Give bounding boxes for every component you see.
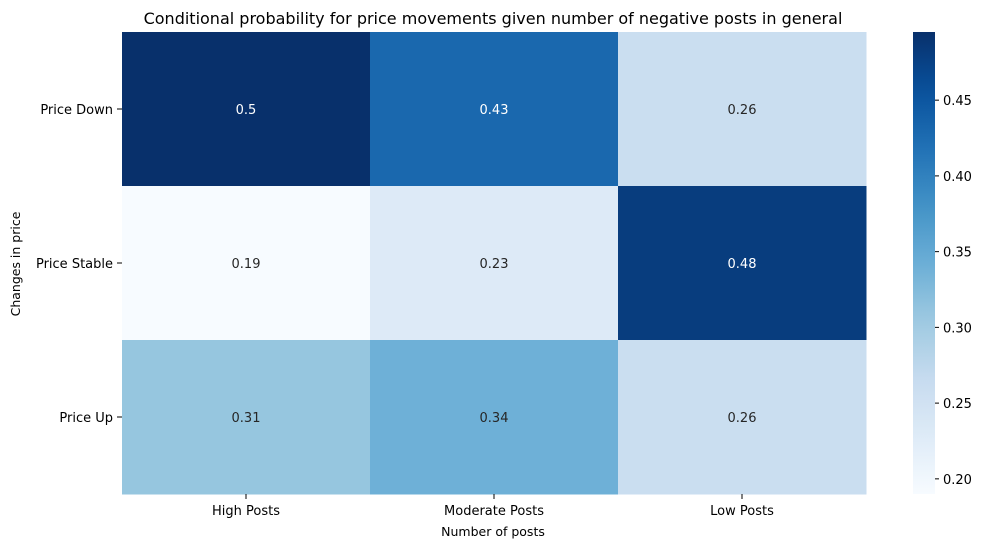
heatmap-cell	[122, 32, 371, 187]
colorbar-tick-label: 0.30	[943, 321, 972, 336]
x-tick-label: Moderate Posts	[444, 504, 544, 519]
cell-value-label: 0.5	[236, 103, 257, 118]
colorbar-tick-label: 0.20	[943, 473, 972, 488]
cell-value-label: 0.23	[480, 257, 509, 272]
chart-title: Conditional probability for price moveme…	[144, 9, 843, 28]
cell-value-label: 0.26	[728, 411, 757, 426]
heatmap-cell	[122, 340, 371, 495]
colorbar-tick-label: 0.45	[943, 94, 972, 109]
heatmap-cell	[370, 186, 619, 341]
heatmap-cell	[618, 340, 867, 495]
x-tick-label: Low Posts	[710, 504, 774, 519]
heatmap-cell	[370, 32, 619, 187]
cell-value-label: 0.19	[232, 257, 261, 272]
y-axis-label: Changes in price	[8, 211, 23, 316]
colorbar-tick-label: 0.40	[943, 170, 972, 185]
cell-value-label: 0.43	[480, 103, 509, 118]
y-tick-label: Price Down	[40, 103, 113, 118]
x-axis: High Posts Moderate Posts Low Posts	[212, 494, 774, 519]
colorbar-gradient	[913, 32, 935, 494]
y-axis: Price Down Price Stable Price Up	[36, 103, 122, 426]
colorbar-tick-label: 0.35	[943, 246, 972, 261]
x-axis-label: Number of posts	[441, 524, 545, 539]
colorbar: 0.20 0.25 0.30 0.35 0.40 0.45	[913, 32, 972, 494]
heatmap-cell	[370, 340, 619, 495]
heatmap-cell	[618, 186, 867, 341]
colorbar-tick-label: 0.25	[943, 397, 972, 412]
y-tick-label: Price Up	[59, 411, 113, 426]
cell-value-label: 0.31	[232, 411, 261, 426]
heatmap-cell	[122, 186, 371, 341]
x-tick-label: High Posts	[212, 504, 280, 519]
heatmap-cells: 0.5 0.43 0.26 0.19 0.23 0.48 0.31 0.34 0.26	[122, 32, 867, 495]
cell-value-label: 0.48	[728, 257, 757, 272]
cell-value-label: 0.26	[728, 103, 757, 118]
cell-value-label: 0.34	[480, 411, 509, 426]
y-tick-label: Price Stable	[36, 257, 113, 272]
heatmap-cell	[618, 32, 867, 187]
